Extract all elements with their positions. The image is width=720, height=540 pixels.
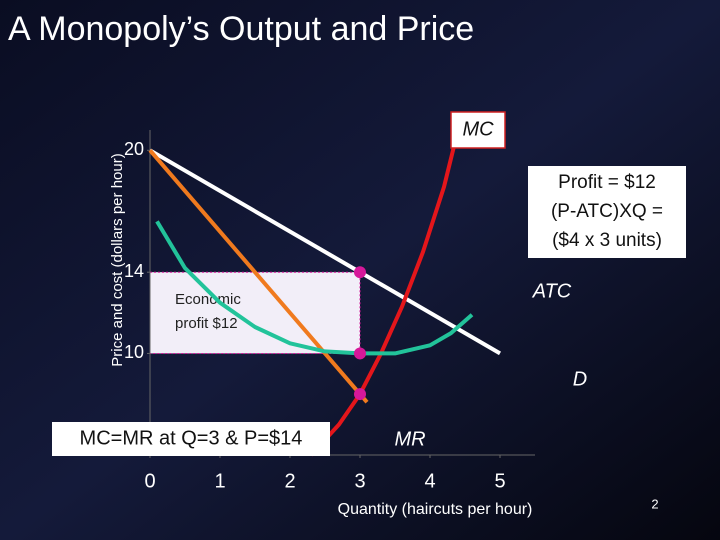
equilibrium-point <box>354 347 366 360</box>
slide-title: A Monopoly’s Output and Price <box>8 10 474 48</box>
x-tick-label: 3 <box>354 470 365 492</box>
condition-label: MC=MR at Q=3 & P=$14 <box>80 427 303 449</box>
profit-area <box>149 271 361 354</box>
x-tick-label: 2 <box>284 470 295 492</box>
curve-mr <box>148 148 369 404</box>
curve-mc <box>309 129 460 457</box>
x-tick-label: 0 <box>144 470 155 492</box>
y-tick-label: 20 <box>124 139 144 159</box>
x-axis-label: Quantity (haircuts per hour) <box>338 501 533 518</box>
mc-label-box <box>450 111 506 149</box>
profit-box-line: Profit = $12 <box>558 172 656 193</box>
curve-atc <box>155 220 474 356</box>
x-tick-label: 4 <box>424 470 435 492</box>
page-number: 2 <box>651 496 658 511</box>
x-tick-label: 5 <box>494 470 505 492</box>
economic-profit-label: profit $12 <box>175 315 238 332</box>
profit-box-line: (P-ATC)XQ = <box>551 201 663 222</box>
curve-label: MC <box>462 118 494 140</box>
profit-box-line: ($4 x 3 units) <box>552 230 662 251</box>
x-tick-label: 1 <box>214 470 225 492</box>
curve-label: ATC <box>532 280 572 302</box>
curve-d <box>148 148 502 356</box>
condition-box <box>52 422 330 456</box>
curve-label: D <box>573 368 587 390</box>
profit-box <box>528 166 686 258</box>
curve-label: MR <box>394 428 425 450</box>
equilibrium-point <box>354 388 366 401</box>
y-tick-label: 14 <box>124 261 144 281</box>
y-tick-label: 10 <box>124 342 144 362</box>
equilibrium-point <box>354 266 366 279</box>
y-axis-label: Price and cost (dollars per hour) <box>109 153 126 366</box>
